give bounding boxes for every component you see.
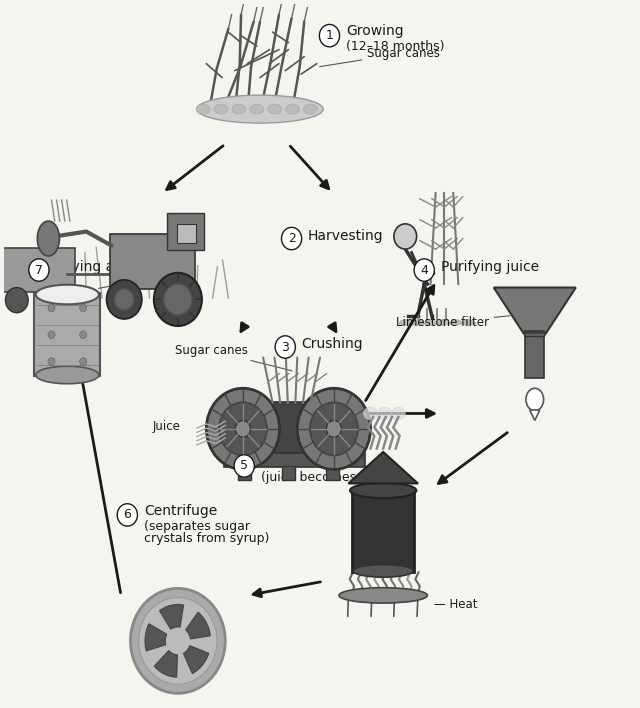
FancyBboxPatch shape <box>0 248 75 292</box>
Text: Growing: Growing <box>346 25 404 38</box>
Circle shape <box>48 358 55 365</box>
Polygon shape <box>530 410 540 421</box>
Bar <box>238 466 250 480</box>
Ellipse shape <box>526 388 543 411</box>
Polygon shape <box>524 333 546 336</box>
Circle shape <box>29 259 49 281</box>
Circle shape <box>79 304 86 312</box>
Ellipse shape <box>232 104 246 114</box>
FancyBboxPatch shape <box>35 293 100 377</box>
Polygon shape <box>493 287 576 333</box>
Text: Sugar: Sugar <box>99 275 149 288</box>
FancyBboxPatch shape <box>177 224 196 243</box>
Ellipse shape <box>197 95 323 123</box>
Text: Limestone filter: Limestone filter <box>396 316 510 329</box>
Text: 6: 6 <box>124 508 131 521</box>
Text: (separates sugar: (separates sugar <box>144 520 250 532</box>
Ellipse shape <box>399 320 411 325</box>
Bar <box>326 466 339 480</box>
Text: (12–18 months): (12–18 months) <box>346 40 444 53</box>
Polygon shape <box>184 646 209 673</box>
Circle shape <box>139 598 217 684</box>
FancyBboxPatch shape <box>167 212 204 251</box>
Text: Harvesting: Harvesting <box>308 229 383 243</box>
Text: Purifying juice: Purifying juice <box>441 261 539 274</box>
Ellipse shape <box>36 366 99 384</box>
Text: (juice becomes syrup): (juice becomes syrup) <box>260 471 399 484</box>
Text: Crushing: Crushing <box>301 337 364 351</box>
Ellipse shape <box>214 104 228 114</box>
Circle shape <box>154 273 202 326</box>
Ellipse shape <box>339 588 428 603</box>
Circle shape <box>297 388 371 469</box>
Ellipse shape <box>285 104 300 114</box>
FancyBboxPatch shape <box>110 234 195 289</box>
Circle shape <box>414 259 435 281</box>
Text: 5: 5 <box>240 459 248 472</box>
Text: Evaporator: Evaporator <box>260 455 338 469</box>
Text: crystals from syrup): crystals from syrup) <box>144 532 269 545</box>
FancyBboxPatch shape <box>224 452 365 467</box>
Circle shape <box>326 421 342 438</box>
Circle shape <box>48 331 55 338</box>
Text: Sugar canes: Sugar canes <box>319 47 440 67</box>
Ellipse shape <box>364 407 378 420</box>
Text: — Heat: — Heat <box>434 598 477 611</box>
Bar <box>525 331 544 379</box>
Text: Sugar canes: Sugar canes <box>175 344 292 371</box>
Circle shape <box>106 280 142 319</box>
Polygon shape <box>186 612 211 639</box>
Text: Drying and cooling: Drying and cooling <box>55 261 187 274</box>
Circle shape <box>206 388 280 469</box>
Circle shape <box>37 287 60 313</box>
Text: 7: 7 <box>35 263 43 277</box>
Ellipse shape <box>438 320 449 325</box>
Ellipse shape <box>378 407 392 420</box>
Circle shape <box>79 358 86 365</box>
Ellipse shape <box>425 320 436 325</box>
Ellipse shape <box>303 104 317 114</box>
Circle shape <box>131 588 225 693</box>
Ellipse shape <box>36 285 99 304</box>
Ellipse shape <box>350 483 417 498</box>
Circle shape <box>79 331 86 338</box>
Polygon shape <box>159 605 184 629</box>
Circle shape <box>117 503 138 526</box>
Text: 1: 1 <box>326 29 333 42</box>
Ellipse shape <box>392 407 405 420</box>
Text: Centrifuge: Centrifuge <box>144 503 217 518</box>
Circle shape <box>394 224 417 249</box>
Text: 4: 4 <box>420 263 428 277</box>
Circle shape <box>219 402 267 455</box>
Circle shape <box>236 421 250 438</box>
Ellipse shape <box>353 564 413 577</box>
Ellipse shape <box>412 320 424 325</box>
Circle shape <box>48 304 55 312</box>
Ellipse shape <box>37 221 60 256</box>
Circle shape <box>282 227 301 250</box>
Text: 3: 3 <box>282 341 289 353</box>
Circle shape <box>319 25 340 47</box>
Ellipse shape <box>463 320 474 325</box>
Bar <box>282 466 295 480</box>
Text: 2: 2 <box>287 232 296 245</box>
FancyBboxPatch shape <box>352 489 415 572</box>
Ellipse shape <box>450 320 461 325</box>
Ellipse shape <box>250 104 264 114</box>
Text: Juice: Juice <box>152 420 180 433</box>
Ellipse shape <box>268 104 282 114</box>
FancyBboxPatch shape <box>260 401 316 453</box>
Ellipse shape <box>196 104 210 114</box>
Circle shape <box>164 284 192 315</box>
Circle shape <box>115 289 134 310</box>
Polygon shape <box>348 452 418 484</box>
Circle shape <box>275 336 296 358</box>
Circle shape <box>310 402 358 455</box>
Polygon shape <box>154 651 177 678</box>
Circle shape <box>234 455 254 477</box>
Circle shape <box>5 287 28 313</box>
Polygon shape <box>145 624 167 651</box>
